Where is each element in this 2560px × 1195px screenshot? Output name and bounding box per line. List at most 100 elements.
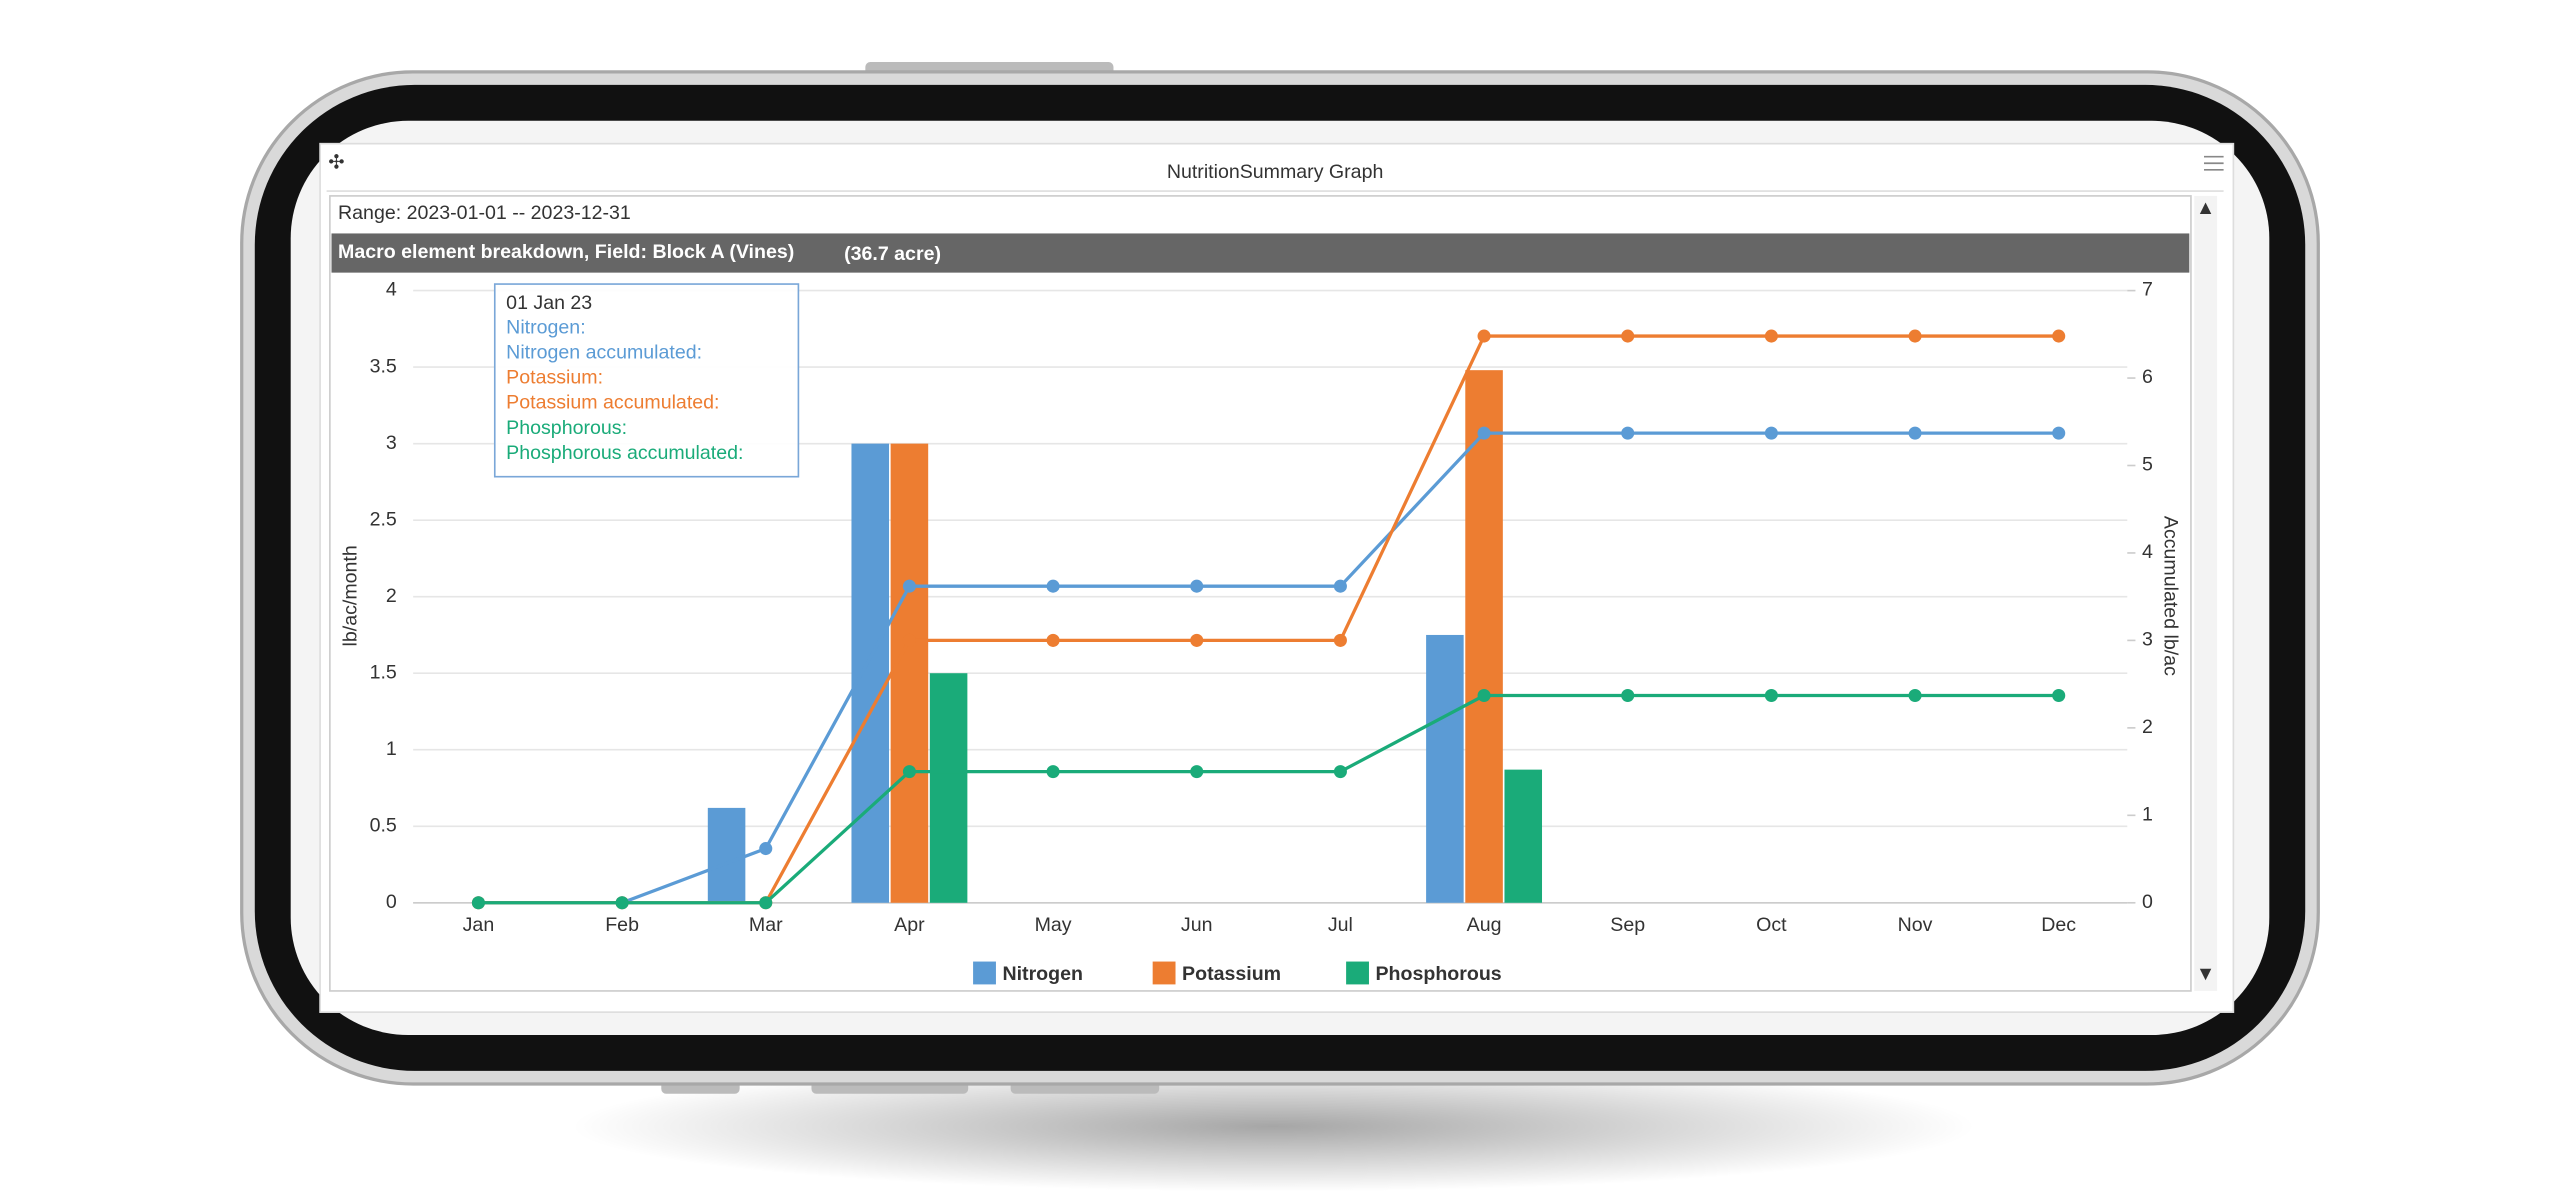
legend-label: Nitrogen bbox=[1002, 963, 1082, 985]
line-point bbox=[2052, 426, 2066, 440]
line-point bbox=[1621, 688, 1635, 703]
move-icon[interactable]: ✣ bbox=[328, 151, 344, 173]
y-tick-label: 0 bbox=[386, 891, 397, 913]
line-point bbox=[1621, 426, 1635, 440]
tooltip: 01 Jan 23 Nitrogen: Nitrogen accumulated:… bbox=[493, 283, 800, 478]
line-point bbox=[1477, 329, 1491, 343]
scrollbar[interactable] bbox=[2194, 195, 2218, 991]
line-point bbox=[1046, 765, 1060, 779]
bar bbox=[890, 443, 929, 903]
legend-label: Potassium bbox=[1182, 963, 1281, 985]
line-point bbox=[902, 633, 916, 647]
legend-swatch bbox=[1346, 961, 1369, 985]
line-point bbox=[2052, 329, 2066, 343]
x-tick-label: Sep bbox=[1610, 914, 1645, 936]
tooltip-row: Phosphorous: bbox=[506, 417, 627, 439]
y-tick-label: 0.5 bbox=[370, 814, 397, 836]
line-point bbox=[1477, 688, 1491, 703]
legend: Nitrogen Potassium Phosphorous bbox=[973, 961, 1502, 985]
line bbox=[478, 431, 2059, 905]
y2-tick-label: 4 bbox=[2142, 541, 2153, 563]
tooltip-date: 01 Jan 23 bbox=[506, 292, 592, 314]
bar bbox=[1426, 634, 1464, 903]
line-point bbox=[1764, 688, 1778, 703]
header-area: (36.7 acre) bbox=[844, 243, 941, 265]
window-title: NutritionSummary Graph bbox=[1167, 161, 1384, 183]
bar bbox=[707, 807, 746, 903]
line-point bbox=[1046, 633, 1060, 647]
tooltip-row: Potassium: bbox=[506, 367, 603, 389]
x-tick-label: Nov bbox=[1898, 914, 1933, 936]
legend-label: Phosphorous bbox=[1376, 963, 1502, 985]
y-tick-label: 1.5 bbox=[370, 661, 397, 683]
y2-tick-label: 1 bbox=[2142, 803, 2153, 825]
line-point bbox=[2052, 688, 2066, 703]
legend-swatch bbox=[973, 961, 996, 985]
tooltip-row: Potassium accumulated: bbox=[506, 392, 719, 414]
x-tick-label: Apr bbox=[894, 914, 925, 936]
x-tick-label: Aug bbox=[1467, 914, 1502, 936]
x-tick-label: Feb bbox=[605, 914, 639, 936]
x-tick-label: Dec bbox=[2041, 914, 2076, 936]
line-point bbox=[759, 842, 773, 856]
y-tick-label: 1 bbox=[386, 738, 397, 760]
line-point bbox=[902, 579, 916, 593]
bar bbox=[1504, 769, 1543, 903]
legend-swatch bbox=[1152, 961, 1176, 985]
line-point bbox=[1764, 426, 1778, 440]
line-point bbox=[1333, 579, 1347, 593]
y-tick-label: 2 bbox=[386, 585, 397, 607]
y-axis-title: lb/ac/month bbox=[339, 545, 361, 646]
tooltip-row: Nitrogen accumulated: bbox=[506, 341, 702, 363]
tooltip-row: Nitrogen: bbox=[506, 316, 585, 338]
tooltip-row: Phosphorous accumulated: bbox=[506, 442, 743, 464]
line-point bbox=[1908, 426, 1922, 440]
y-tick-label: 3 bbox=[386, 432, 397, 454]
bar bbox=[851, 443, 890, 903]
bar bbox=[929, 673, 968, 903]
y2-tick-label: 5 bbox=[2142, 454, 2153, 476]
header-text: Macro element breakdown, Field: Block A … bbox=[338, 241, 794, 263]
x-tick-label: Jun bbox=[1181, 914, 1213, 936]
bar bbox=[1465, 370, 1503, 903]
y2-tick-label: 6 bbox=[2142, 366, 2153, 388]
x-tick-label: Jul bbox=[1328, 914, 1353, 936]
line-point bbox=[1621, 329, 1635, 343]
line-point bbox=[1190, 579, 1204, 593]
y-tick-label: 2.5 bbox=[370, 508, 397, 530]
x-tick-label: Mar bbox=[749, 914, 783, 936]
menu-icon[interactable] bbox=[2204, 155, 2224, 171]
scroll-down[interactable]: ▼ bbox=[2196, 963, 2215, 985]
y2-tick-label: 0 bbox=[2142, 891, 2153, 913]
y2-tick-label: 2 bbox=[2142, 716, 2153, 738]
line-point bbox=[1046, 579, 1060, 593]
y-tick-label: 4 bbox=[386, 279, 397, 301]
plot: 0 0.5 1 1.5 2 2.5 3 3.5 4 0 1 2 3 4 5 6 7 Jan Feb Mar Apr May… bbox=[370, 279, 2153, 985]
y2-tick-label: 7 bbox=[2142, 279, 2153, 301]
y-tick-label: 3.5 bbox=[370, 355, 397, 377]
line-point bbox=[615, 896, 629, 910]
x-tick-label: Oct bbox=[1756, 914, 1787, 936]
line-point bbox=[1908, 688, 1922, 703]
line-point bbox=[1333, 765, 1347, 779]
line-point bbox=[1477, 426, 1491, 440]
line-point bbox=[1190, 633, 1204, 647]
y2-axis-title: Accumulated lb/ac bbox=[2160, 516, 2182, 676]
tooltip-box bbox=[493, 283, 800, 478]
line-point bbox=[1190, 765, 1204, 779]
line-point bbox=[1764, 329, 1778, 343]
line-point bbox=[471, 896, 485, 910]
y2-tick-label: 3 bbox=[2142, 629, 2153, 651]
line-point bbox=[1333, 633, 1347, 647]
line bbox=[478, 693, 2059, 905]
scroll-up[interactable]: ▲ bbox=[2196, 197, 2215, 219]
line-point bbox=[902, 765, 916, 779]
line-point bbox=[759, 896, 773, 910]
x-tick-label: May bbox=[1035, 914, 1072, 936]
x-tick-label: Jan bbox=[463, 914, 495, 936]
header-bar bbox=[331, 233, 2190, 273]
range: Range: 2023-01-01 -- 2023-12-31 bbox=[338, 202, 631, 224]
line-point bbox=[1908, 329, 1922, 343]
